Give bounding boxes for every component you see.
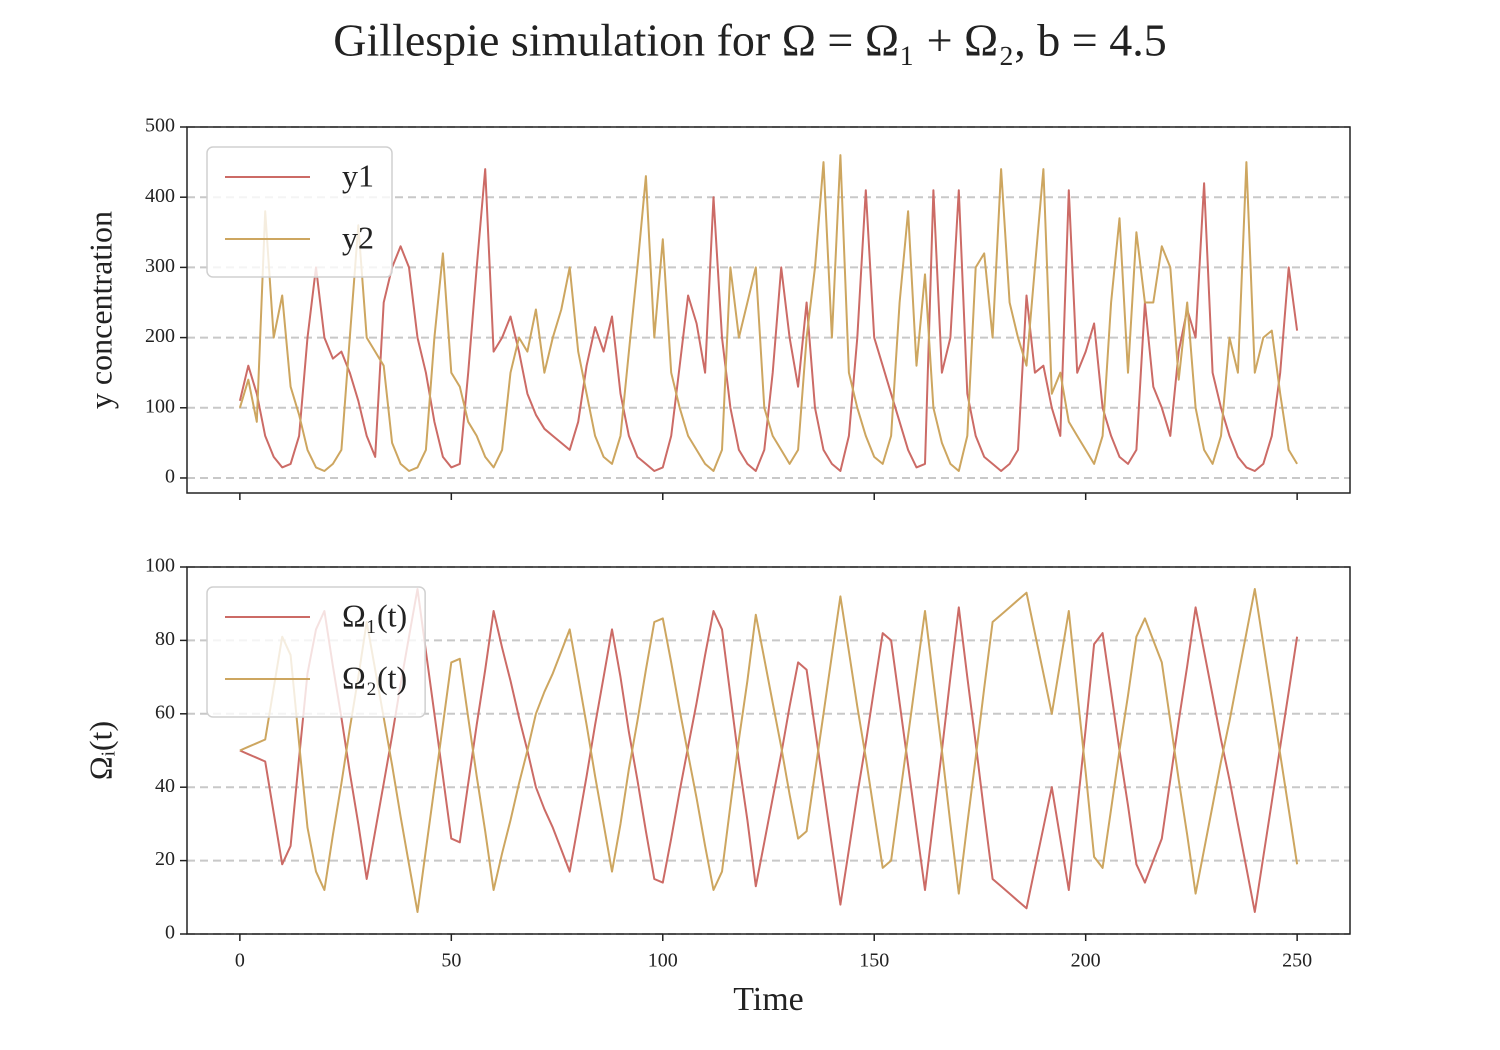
x-tick-label: 50 [441, 950, 461, 972]
figure-title: Gillespie simulation for Ω = Ω₁ + Ω₂, b … [333, 15, 1166, 66]
y-tick-label: 300 [145, 255, 175, 277]
x-tick-label: 200 [1071, 950, 1101, 972]
y-tick-label: 20 [155, 848, 175, 870]
y-tick-label: 100 [145, 395, 175, 417]
y-tick-label: 400 [145, 185, 175, 207]
x-tick-label: 0 [235, 950, 245, 972]
legend-label: Ω₁(t) [342, 597, 407, 633]
legend: Ω₁(t) Ω₂(t) [206, 586, 426, 718]
y-tick-label: 100 [145, 555, 175, 577]
y-axis-label: Ωᵢ(t) [82, 721, 118, 780]
series-line [238, 154, 1298, 472]
y-tick-label: 200 [145, 325, 175, 347]
x-tick-label: 250 [1282, 950, 1312, 972]
series-line [239, 588, 1299, 913]
y-tick-label: 500 [145, 115, 175, 137]
legend-label: y2 [342, 219, 374, 255]
y-tick-label: 60 [155, 701, 175, 723]
legend-label: Ω₂(t) [342, 659, 407, 695]
axes-frame [186, 126, 1351, 494]
y-axis-label: y concentration [82, 211, 118, 409]
y-tick-label: 40 [155, 775, 175, 797]
legend-box [206, 146, 393, 278]
legend-box [206, 586, 426, 718]
x-axis-label: Time [733, 981, 804, 1018]
x-tick-label: 150 [859, 950, 889, 972]
legend-label: y1 [342, 157, 374, 193]
x-tick-label: 100 [648, 950, 678, 972]
y-tick-label: 80 [155, 628, 175, 650]
y-tick-label: 0 [165, 466, 175, 488]
legend: y1 y2 [206, 146, 393, 278]
y-tick-label: 0 [165, 922, 175, 944]
series-line [238, 168, 1299, 472]
axes-frame [186, 566, 1351, 935]
